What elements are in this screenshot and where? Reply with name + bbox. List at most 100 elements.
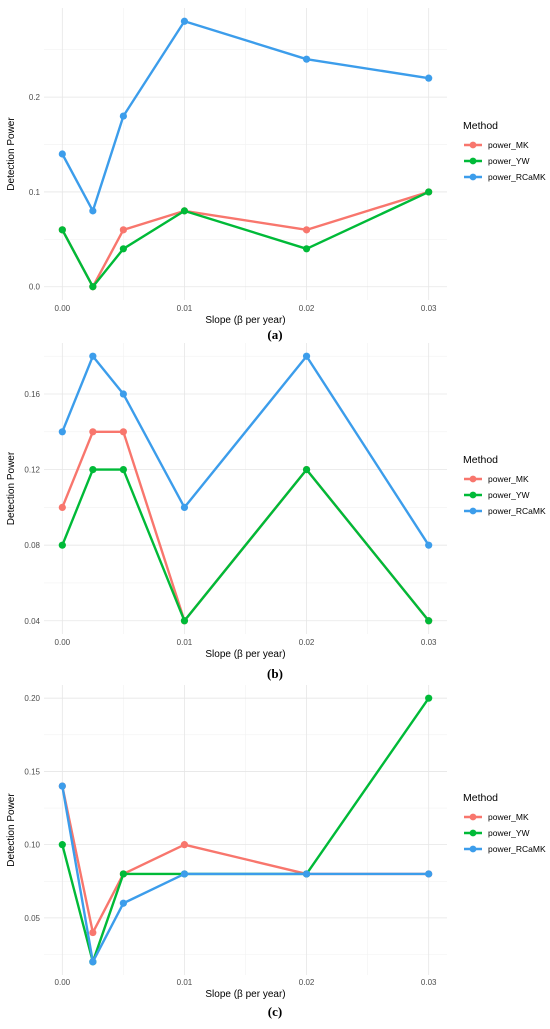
legend-label-power_MK: power_MK <box>488 140 529 150</box>
data-point-power_YW <box>180 617 189 625</box>
panel-label: (a) <box>267 327 282 342</box>
y-tick-label: 0.08 <box>24 541 40 550</box>
x-tick-label: 0.01 <box>177 638 193 647</box>
x-tick-label: 0.01 <box>177 978 193 987</box>
legend-title: Method <box>463 454 498 466</box>
data-point-power_YW <box>425 694 433 702</box>
legend-key-point <box>469 845 477 853</box>
legend-label-power_RCaMK: power_RCaMK <box>488 844 546 854</box>
data-point-power_YW <box>58 541 66 549</box>
data-point-power_YW <box>119 245 127 253</box>
series-line-power_YW <box>61 190 430 288</box>
legend-key-point <box>469 173 477 181</box>
legend-key-point <box>469 507 477 515</box>
legend-label-power_YW: power_YW <box>488 828 530 838</box>
data-point-power_YW <box>58 841 66 849</box>
data-point-power_MK <box>58 503 66 511</box>
data-point-power_YW <box>425 617 433 625</box>
legend: Method power_MK power_YW power_RCaMK <box>463 120 546 182</box>
legend-title: Method <box>463 792 498 804</box>
x-axis-title: Slope (β per year) <box>205 649 285 660</box>
y-axis-title: Detection Power <box>6 117 17 191</box>
data-point-power_RCaMK <box>302 55 311 63</box>
data-point-power_YW <box>425 188 433 196</box>
panel-label: (b) <box>267 666 283 681</box>
legend-key-point <box>469 157 477 165</box>
legend-label-power_MK: power_MK <box>488 812 529 822</box>
legend-key-point <box>469 141 477 149</box>
data-point-power_RCaMK <box>58 782 66 790</box>
data-point-power_YW <box>89 283 97 291</box>
legend-key-point <box>469 813 477 821</box>
data-point-power_RCaMK <box>425 870 433 878</box>
data-point-power_RCaMK <box>180 870 189 878</box>
x-tick-label: 0.02 <box>299 638 315 647</box>
x-tick-label: 0.03 <box>421 978 437 987</box>
y-tick-label: 0.16 <box>24 390 40 399</box>
data-point-power_RCaMK <box>119 112 127 120</box>
y-tick-label: 0.12 <box>24 466 40 475</box>
data-point-power_RCaMK <box>180 503 189 511</box>
data-point-power_RCaMK <box>180 17 189 25</box>
data-point-power_RCaMK <box>119 390 127 398</box>
legend-title: Method <box>463 120 498 132</box>
data-point-power_MK <box>119 428 127 436</box>
data-point-power_YW <box>89 466 97 474</box>
x-tick-label: 0.00 <box>55 304 71 313</box>
data-point-power_RCaMK <box>89 958 97 966</box>
data-point-power_RCaMK <box>58 150 66 158</box>
y-tick-label: 0.05 <box>24 914 40 923</box>
chart-panel-1: 0.00 0.01 0.02 0.03 0.0 0.1 0.2 Slope (β per ye… <box>6 8 546 342</box>
legend-key-point <box>469 829 477 837</box>
legend-label-power_MK: power_MK <box>488 474 529 484</box>
data-point-power_MK <box>89 428 97 436</box>
data-point-power_RCaMK <box>425 74 433 82</box>
data-point-power_YW <box>119 870 127 878</box>
data-point-power_RCaMK <box>119 899 127 907</box>
y-tick-label: 0.2 <box>29 93 41 102</box>
data-point-power_RCaMK <box>425 541 433 549</box>
y-axis-title: Detection Power <box>6 793 17 867</box>
data-point-power_RCaMK <box>89 207 97 215</box>
legend-key-point <box>469 491 477 499</box>
y-axis-title: Detection Power <box>6 451 17 525</box>
data-point-power_MK <box>180 841 189 849</box>
legend-label-power_YW: power_YW <box>488 156 530 166</box>
x-tick-label: 0.01 <box>177 304 193 313</box>
series-line-power_RCaMK <box>61 355 430 547</box>
x-tick-label: 0.03 <box>421 304 437 313</box>
x-axis-title: Slope (β per year) <box>205 989 285 1000</box>
x-tick-label: 0.00 <box>55 638 71 647</box>
data-point-power_MK <box>89 928 97 937</box>
panel-label: (c) <box>268 1004 282 1019</box>
y-tick-label: 0.10 <box>24 841 40 850</box>
legend: Method power_MK power_YW power_RCaMK <box>463 454 546 516</box>
data-point-power_YW <box>119 466 127 474</box>
series-line-power_RCaMK <box>61 784 430 964</box>
x-axis-title: Slope (β per year) <box>205 315 285 326</box>
data-point-power_RCaMK <box>302 870 311 878</box>
legend: Method power_MK power_YW power_RCaMK <box>463 792 546 854</box>
y-tick-label: 0.20 <box>24 694 40 703</box>
series-line-power_YW <box>61 468 430 622</box>
data-point-power_MK <box>302 226 311 234</box>
series-line-power_RCaMK <box>61 20 430 213</box>
series-line-power_YW <box>61 696 430 964</box>
x-tick-label: 0.02 <box>299 304 315 313</box>
data-point-power_YW <box>180 207 189 215</box>
legend-label-power_YW: power_YW <box>488 490 530 500</box>
data-point-power_RCaMK <box>58 428 66 436</box>
legend-label-power_RCaMK: power_RCaMK <box>488 172 546 182</box>
y-tick-label: 0.1 <box>29 188 41 197</box>
x-tick-label: 0.00 <box>55 978 71 987</box>
data-point-power_YW <box>58 226 66 234</box>
data-point-power_MK <box>119 226 127 234</box>
legend-label-power_RCaMK: power_RCaMK <box>488 506 546 516</box>
data-point-power_RCaMK <box>302 352 311 360</box>
x-tick-label: 0.03 <box>421 638 437 647</box>
y-tick-label: 0.04 <box>24 617 40 626</box>
y-tick-label: 0.0 <box>29 283 41 292</box>
chart-panel-2: 0.00 0.01 0.02 0.03 0.04 0.08 0.12 0.16 Slope (β… <box>6 343 546 681</box>
y-tick-label: 0.15 <box>24 767 40 776</box>
